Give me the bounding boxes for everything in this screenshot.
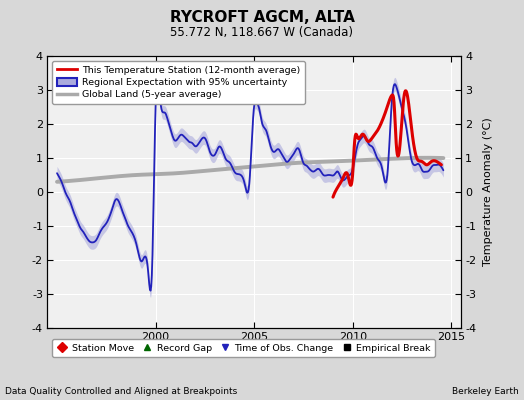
Y-axis label: Temperature Anomaly (°C): Temperature Anomaly (°C) (483, 118, 494, 266)
Text: Data Quality Controlled and Aligned at Breakpoints: Data Quality Controlled and Aligned at B… (5, 387, 237, 396)
Legend: This Temperature Station (12-month average), Regional Expectation with 95% uncer: This Temperature Station (12-month avera… (52, 61, 305, 104)
Text: RYCROFT AGCM, ALTA: RYCROFT AGCM, ALTA (170, 10, 354, 25)
Legend: Station Move, Record Gap, Time of Obs. Change, Empirical Break: Station Move, Record Gap, Time of Obs. C… (52, 339, 435, 357)
Text: 55.772 N, 118.667 W (Canada): 55.772 N, 118.667 W (Canada) (170, 26, 354, 39)
Text: Berkeley Earth: Berkeley Earth (452, 387, 519, 396)
